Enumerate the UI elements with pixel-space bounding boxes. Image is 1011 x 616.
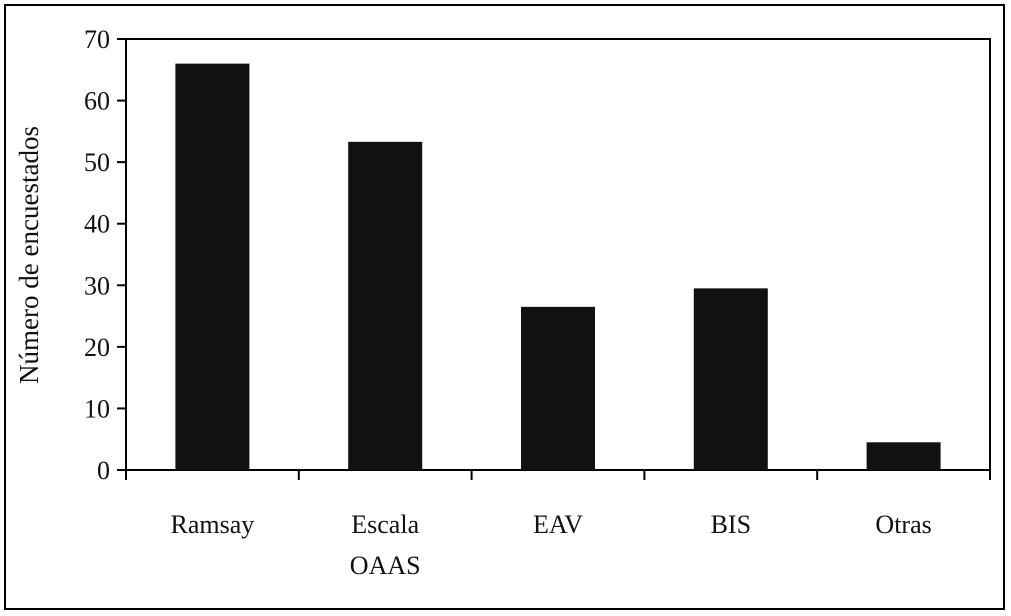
bar-4 — [866, 442, 941, 470]
bar-2 — [521, 306, 595, 470]
y-tick-label: 40 — [84, 210, 110, 239]
y-tick-label: 50 — [84, 148, 110, 177]
y-tick-label: 70 — [84, 25, 110, 54]
y-tick-label: 60 — [84, 87, 110, 116]
category-label: Escala — [351, 510, 419, 539]
category-label: EAV — [533, 510, 583, 539]
figure-frame — [4, 4, 1005, 610]
bar-0 — [175, 63, 250, 470]
y-tick-label: 0 — [97, 456, 110, 485]
y-tick-label: 30 — [84, 271, 110, 300]
bar-1 — [348, 141, 423, 470]
bar-3 — [693, 288, 768, 470]
category-label: OAAS — [350, 551, 421, 580]
y-tick-label: 20 — [84, 333, 110, 362]
y-axis-title: Número de encuestados — [14, 126, 44, 384]
category-label: BIS — [711, 510, 751, 539]
y-tick-label: 10 — [84, 394, 110, 423]
category-label: Ramsay — [171, 510, 255, 539]
category-label: Otras — [875, 510, 931, 539]
